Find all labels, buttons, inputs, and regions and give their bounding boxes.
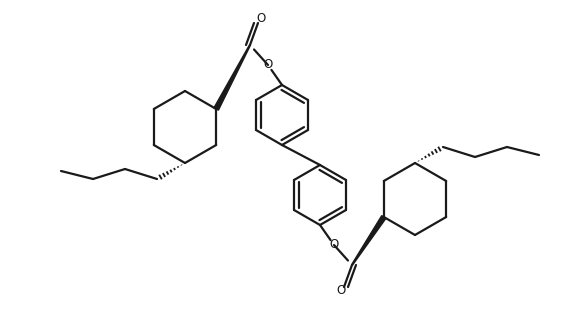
Text: O: O [263,59,273,72]
Text: O: O [336,284,346,298]
Polygon shape [214,45,250,110]
Text: O: O [256,12,266,26]
Polygon shape [352,215,386,265]
Text: O: O [329,238,339,251]
